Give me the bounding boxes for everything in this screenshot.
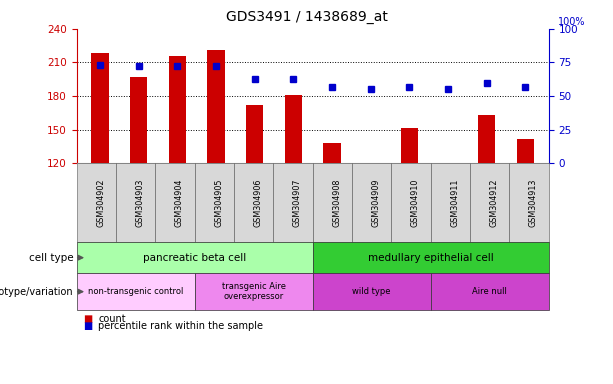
Text: ■: ■: [83, 321, 92, 331]
Bar: [478, 115, 495, 163]
Text: GSM304905: GSM304905: [215, 178, 223, 227]
Text: GSM304904: GSM304904: [175, 179, 184, 227]
Bar: [246, 105, 264, 163]
Text: GSM304909: GSM304909: [371, 178, 381, 227]
Text: Aire null: Aire null: [472, 287, 507, 296]
Text: GDS3491 / 1438689_at: GDS3491 / 1438689_at: [226, 10, 387, 23]
Text: cell type: cell type: [29, 253, 74, 263]
Text: GSM304903: GSM304903: [135, 179, 145, 227]
Bar: [207, 50, 224, 163]
Text: wild type: wild type: [352, 287, 391, 296]
Text: count: count: [98, 314, 126, 324]
Text: ■: ■: [83, 314, 92, 324]
Bar: [401, 129, 418, 163]
Text: GSM304908: GSM304908: [332, 179, 341, 227]
Text: medullary epithelial cell: medullary epithelial cell: [368, 253, 493, 263]
Text: GSM304912: GSM304912: [490, 178, 498, 227]
Bar: [91, 53, 109, 163]
Bar: [169, 56, 186, 163]
Text: GSM304913: GSM304913: [529, 179, 538, 227]
Bar: [517, 139, 534, 163]
Text: GSM304907: GSM304907: [293, 178, 302, 227]
Bar: [130, 77, 147, 163]
Text: pancreatic beta cell: pancreatic beta cell: [143, 253, 246, 263]
Text: 100%: 100%: [558, 17, 585, 27]
Text: non-transgenic control: non-transgenic control: [88, 287, 183, 296]
Text: GSM304906: GSM304906: [254, 179, 262, 227]
Text: percentile rank within the sample: percentile rank within the sample: [98, 321, 263, 331]
Text: GSM304911: GSM304911: [451, 179, 459, 227]
Text: GSM304902: GSM304902: [96, 178, 105, 227]
Bar: [323, 143, 341, 163]
Bar: [284, 95, 302, 163]
Text: GSM304910: GSM304910: [411, 179, 420, 227]
Text: genotype/variation: genotype/variation: [0, 286, 74, 297]
Text: transgenic Aire
overexpressor: transgenic Aire overexpressor: [222, 282, 286, 301]
